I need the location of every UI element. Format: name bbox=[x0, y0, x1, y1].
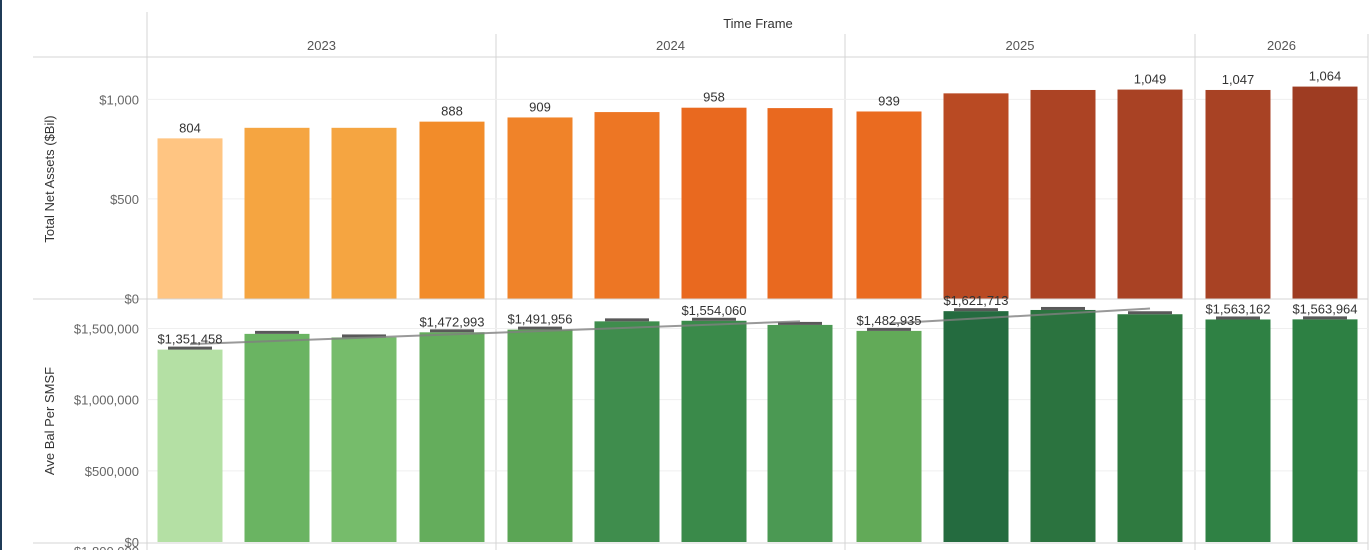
top-y-tick-label: $1,000 bbox=[99, 92, 139, 107]
total-net-assets-panel: $0 $500 $1,000 Total Net Assets ($Bil) 804 88… bbox=[42, 69, 1368, 307]
top-bar bbox=[1292, 86, 1358, 299]
bottom-cutoff-tick-label: $1,800,000 bbox=[74, 544, 139, 550]
bottom-data-label: $1,491,956 bbox=[507, 312, 572, 327]
bottom-trend-line bbox=[888, 307, 1151, 325]
top-bar bbox=[1030, 89, 1096, 299]
top-data-label: 958 bbox=[703, 90, 725, 105]
bottom-y-tick-label: $500,000 bbox=[85, 464, 139, 479]
bottom-reference-mark bbox=[430, 329, 474, 333]
bottom-bar bbox=[681, 320, 747, 542]
bottom-bar bbox=[1292, 319, 1358, 542]
top-bar bbox=[943, 93, 1009, 299]
bottom-reference-mark bbox=[255, 330, 299, 334]
window-edge-strip bbox=[0, 0, 2, 550]
bottom-y-tick-label: $1,500,000 bbox=[74, 321, 139, 336]
bottom-reference-mark bbox=[168, 346, 212, 350]
top-data-label: 804 bbox=[179, 120, 201, 135]
bottom-axis-title: Ave Bal Per SMSF bbox=[42, 367, 57, 475]
bottom-bar bbox=[507, 329, 573, 542]
top-bar bbox=[681, 107, 747, 299]
top-bar bbox=[1205, 89, 1271, 299]
top-bar bbox=[419, 121, 485, 299]
year-header-2024: 2024 bbox=[656, 38, 685, 53]
bottom-reference-mark bbox=[605, 318, 649, 322]
year-headers: 2023 2024 2025 2026 bbox=[307, 38, 1296, 53]
time-frame-header: Time Frame bbox=[723, 16, 793, 31]
bottom-reference-mark bbox=[692, 317, 736, 321]
chart-frame bbox=[33, 12, 1369, 550]
bottom-bar bbox=[331, 337, 397, 542]
bottom-data-label: $1,554,060 bbox=[681, 303, 746, 318]
top-data-label: 1,049 bbox=[1134, 72, 1167, 87]
bottom-data-label: $1,621,713 bbox=[943, 293, 1008, 308]
bottom-bar bbox=[419, 332, 485, 542]
bottom-trend-line bbox=[189, 320, 801, 346]
top-data-label: 909 bbox=[529, 99, 551, 114]
bottom-reference-mark bbox=[778, 321, 822, 325]
bottom-reference-mark bbox=[1128, 311, 1172, 315]
bottom-data-label: $1,563,964 bbox=[1292, 301, 1357, 316]
top-bar bbox=[244, 127, 310, 299]
top-y-tick-label: $0 bbox=[125, 292, 139, 307]
top-data-label: 888 bbox=[441, 104, 463, 119]
bottom-reference-mark bbox=[342, 334, 386, 338]
bottom-reference-mark bbox=[1216, 316, 1260, 320]
top-bar bbox=[594, 112, 660, 299]
bottom-bar bbox=[1205, 319, 1271, 542]
bottom-reference-mark bbox=[867, 327, 911, 331]
bottom-bar bbox=[856, 330, 922, 542]
top-data-label: 1,064 bbox=[1309, 69, 1342, 84]
bottom-reference-mark bbox=[954, 308, 998, 312]
top-bar bbox=[507, 117, 573, 299]
bottom-bar bbox=[1030, 309, 1096, 542]
top-bar bbox=[331, 127, 397, 299]
top-bar bbox=[856, 111, 922, 299]
top-data-label: 1,047 bbox=[1222, 72, 1255, 87]
bottom-bar bbox=[244, 333, 310, 542]
bottom-bar bbox=[767, 324, 833, 542]
bottom-bar bbox=[594, 321, 660, 542]
bottom-data-label: $1,563,162 bbox=[1205, 301, 1270, 316]
bottom-data-label: $1,482,935 bbox=[856, 313, 921, 328]
year-header-2023: 2023 bbox=[307, 38, 336, 53]
bottom-data-label: $1,472,993 bbox=[419, 314, 484, 329]
bottom-reference-mark bbox=[1041, 306, 1085, 310]
bottom-y-tick-label: $1,000,000 bbox=[74, 393, 139, 408]
year-header-2026: 2026 bbox=[1267, 38, 1296, 53]
bottom-bar bbox=[943, 311, 1009, 542]
bottom-bar bbox=[157, 349, 223, 542]
bottom-reference-mark bbox=[1303, 316, 1347, 320]
bottom-data-label: $1,351,458 bbox=[157, 332, 222, 347]
top-bar bbox=[1117, 89, 1183, 299]
top-axis-title: Total Net Assets ($Bil) bbox=[42, 115, 57, 242]
bottom-y-tick-label: $0 bbox=[125, 535, 139, 550]
top-bar bbox=[157, 138, 223, 299]
year-header-2025: 2025 bbox=[1006, 38, 1035, 53]
top-y-tick-label: $500 bbox=[110, 192, 139, 207]
ave-bal-per-smsf-panel: $0 $500,000 $1,000,000 $1,500,000 Ave Bal Pe… bbox=[42, 293, 1368, 555]
bottom-bar bbox=[1117, 314, 1183, 542]
top-data-label: 939 bbox=[878, 93, 900, 108]
top-bar bbox=[767, 108, 833, 299]
bottom-reference-mark bbox=[518, 326, 562, 330]
